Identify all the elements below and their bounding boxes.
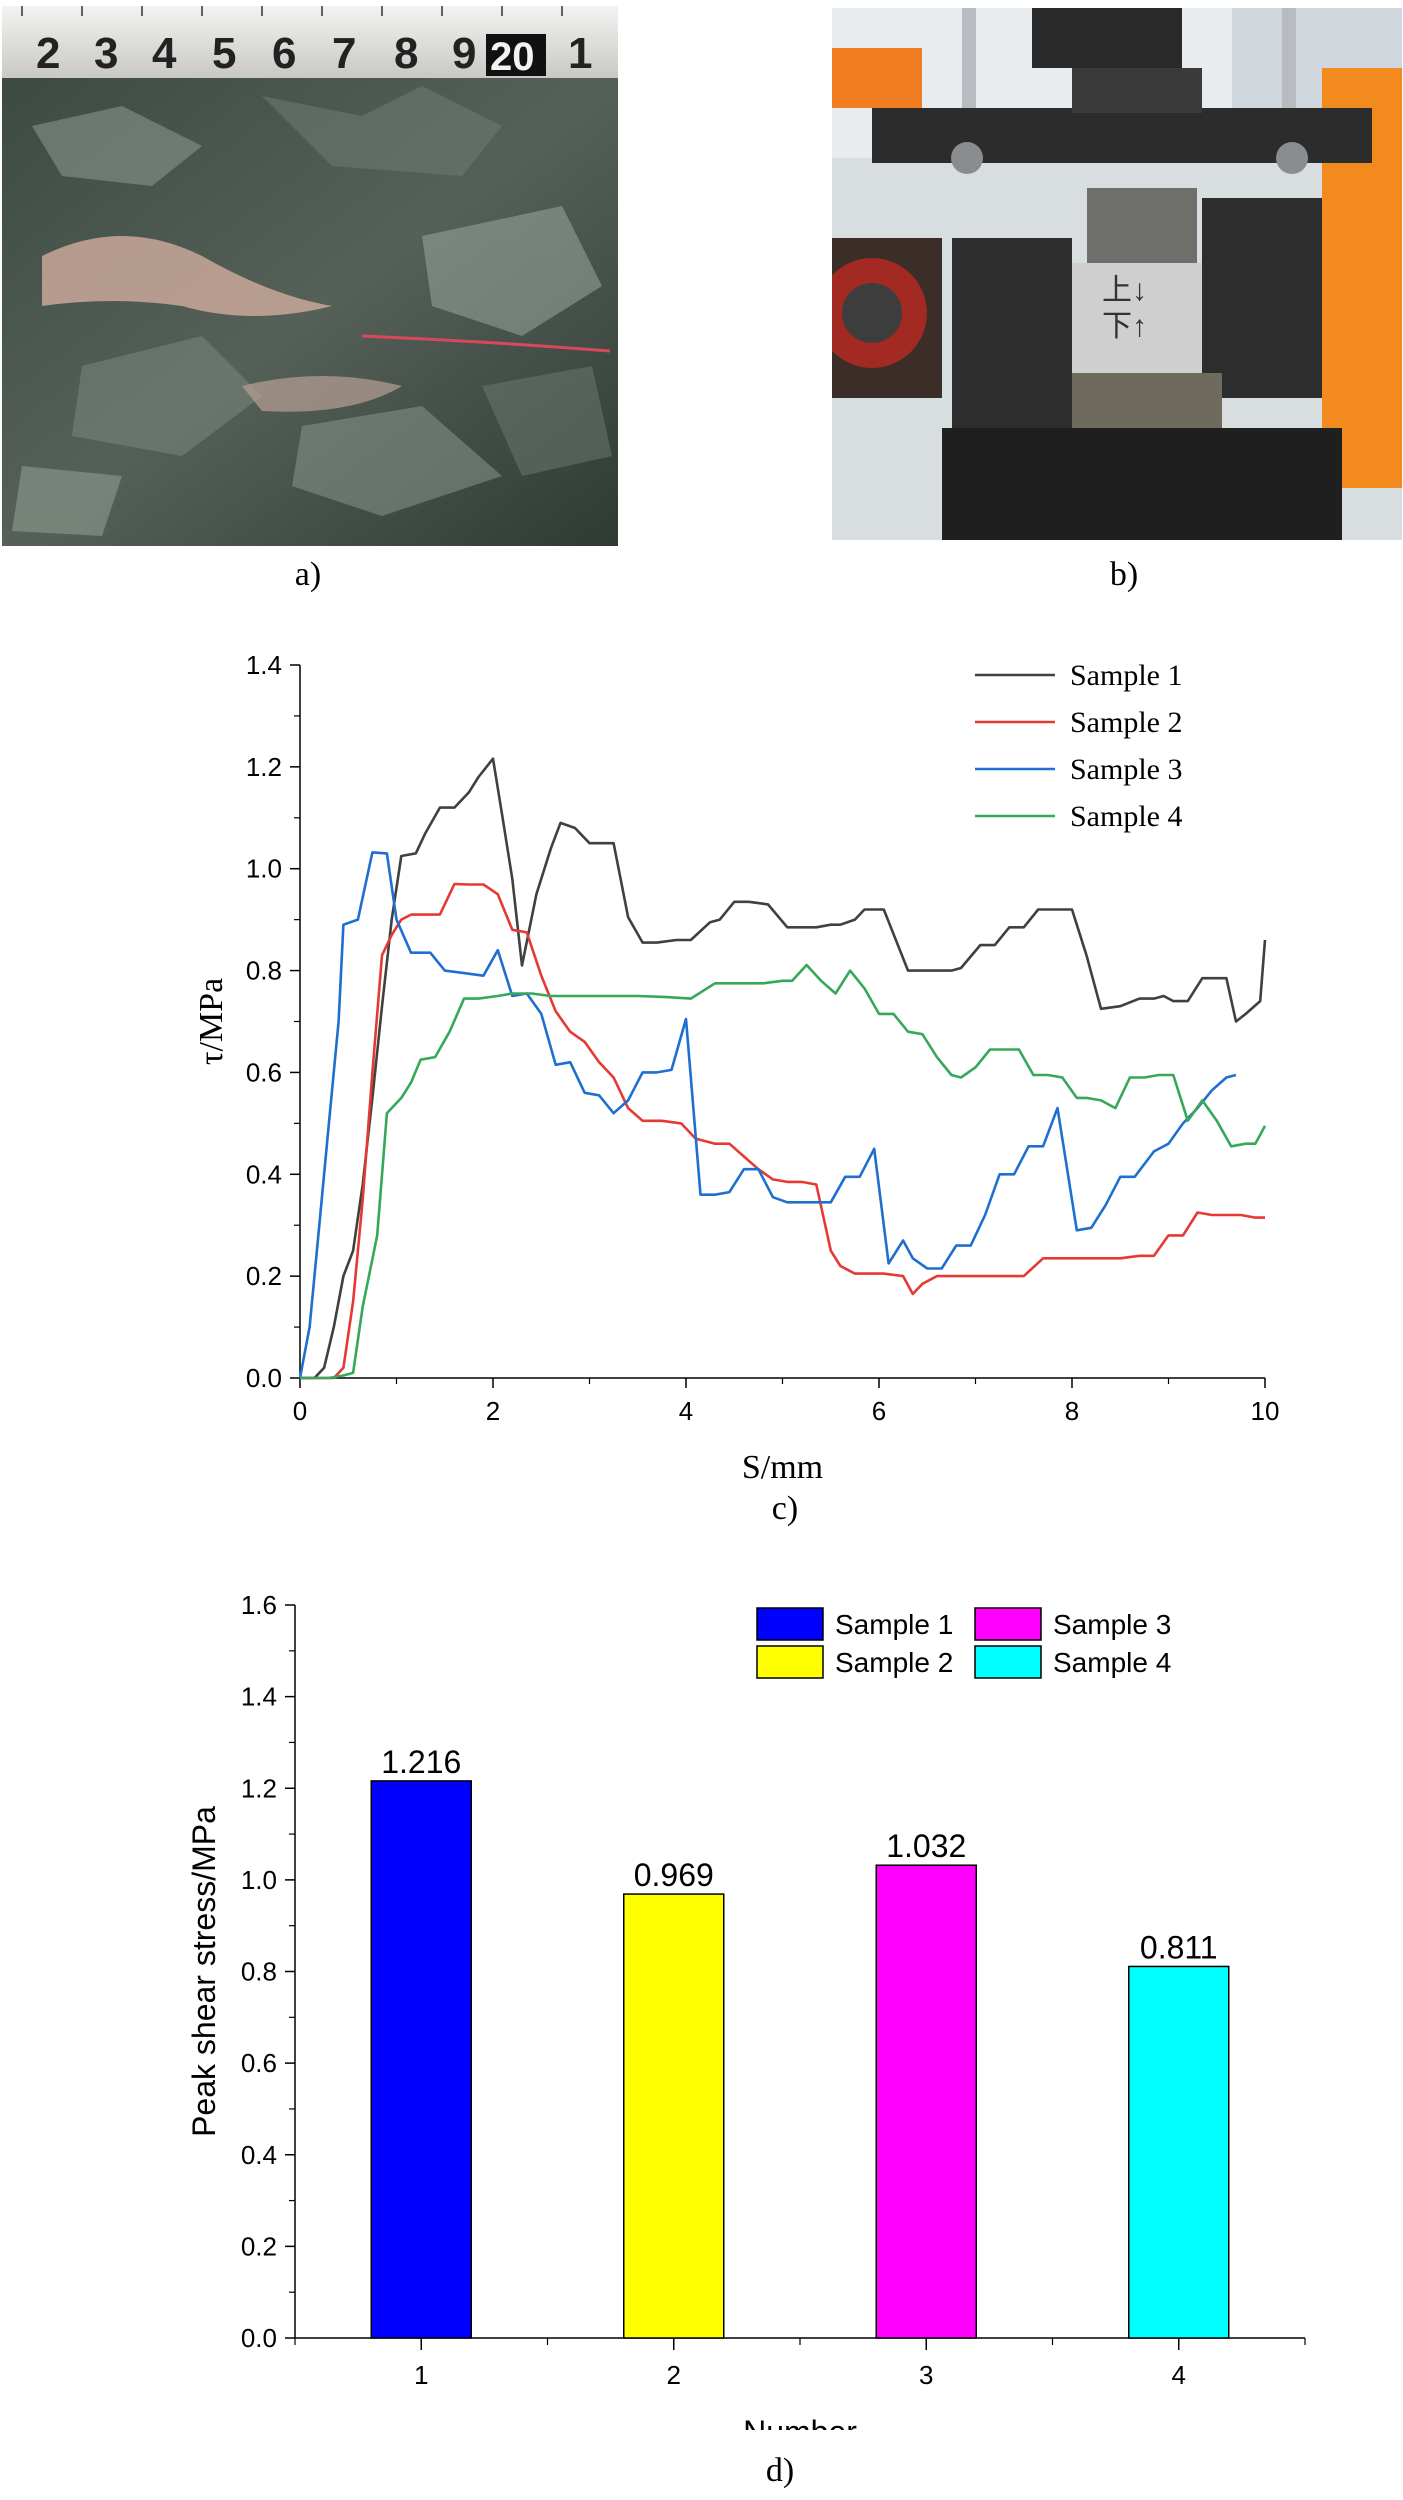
ruler-number: 20 — [490, 35, 535, 79]
bar-sample-4 — [1128, 1965, 1230, 2339]
ruler-number: 1 — [568, 29, 592, 78]
y-axis-label: Peak shear stress/MPa — [186, 1806, 222, 2137]
legend-label: Sample 3 — [1070, 753, 1183, 786]
y-tick-label: 0.0 — [241, 2323, 277, 2353]
x-tick-label: 6 — [872, 1396, 886, 1426]
chart-c-series — [298, 757, 1267, 1380]
bar-data-label: 0.811 — [1140, 1929, 1218, 1965]
series-line-sample-3 — [298, 851, 1237, 1379]
x-tick-label: 3 — [919, 2360, 933, 2390]
chart-c-legend: Sample 1 Sample 2 Sample 3 Sample 4 — [975, 659, 1183, 833]
shear-apparatus-image: 上↓ 下↑ — [817, 8, 1402, 540]
rock-specimen-image: 2 3 4 5 6 7 8 9 20 1 — [2, 6, 618, 546]
panel-c-caption: c) — [771, 1490, 799, 1527]
ruler-number: 9 — [452, 29, 476, 78]
ruler-number: 4 — [152, 29, 177, 78]
chart-d-axes: 0.0 0.2 0.4 0.6 0.8 1.0 1.2 1.4 1.6 1 2 3 4 — [241, 1590, 1306, 2390]
legend-label: Sample 2 — [1070, 706, 1183, 739]
y-tick-label: 0.2 — [246, 1261, 282, 1291]
legend-label: Sample 1 — [835, 1609, 953, 1640]
ruler-number: 3 — [94, 29, 118, 78]
series-line-sample-1 — [300, 757, 1267, 1380]
ruler-number: 8 — [394, 29, 418, 78]
ruler-number: 7 — [332, 29, 356, 78]
y-axis-label: τ/MPa — [193, 978, 230, 1065]
shear-apparatus-photo: 上↓ 下↑ — [817, 8, 1402, 540]
series-line-sample-2 — [300, 882, 1265, 1380]
specimen-label: 下↑ — [1102, 310, 1147, 343]
ruler-number: 6 — [272, 29, 296, 78]
x-tick-label: 10 — [1251, 1396, 1280, 1426]
chart-d-bars: 1.216 0.969 1.032 0.811 — [370, 1744, 1230, 2339]
y-tick-label: 1.0 — [246, 854, 282, 884]
legend-label: Sample 2 — [835, 1647, 953, 1678]
legend-label: Sample 4 — [1053, 1647, 1171, 1678]
x-tick-label: 0 — [293, 1396, 307, 1426]
ruler-number: 5 — [212, 29, 236, 78]
bar-data-label: 1.216 — [381, 1744, 461, 1780]
chart-c-axes: 0 2 4 6 8 10 0.0 0.2 0.4 0.6 0.8 1.0 1.2 1.4 — [246, 650, 1280, 1426]
y-tick-label: 1.4 — [241, 1682, 277, 1712]
x-axis-label: Number — [743, 2414, 857, 2430]
bar-sample-2 — [623, 1893, 725, 2339]
bar-data-label: 1.032 — [886, 1828, 966, 1864]
legend-label: Sample 4 — [1070, 800, 1183, 833]
panel-a-caption: a) — [294, 556, 322, 593]
legend-swatch — [974, 1645, 1042, 1679]
y-tick-label: 0.4 — [246, 1159, 282, 1189]
specimen-label: 上↓ — [1102, 274, 1147, 307]
y-tick-label: 1.6 — [241, 1590, 277, 1620]
y-tick-label: 1.2 — [241, 1773, 277, 1803]
bar-sample-1 — [370, 1780, 472, 2339]
y-tick-label: 0.4 — [241, 2140, 277, 2170]
y-tick-label: 1.2 — [246, 752, 282, 782]
chart-d-legend: Sample 1 Sample 2 Sample 3 Sample 4 — [756, 1607, 1171, 1679]
y-tick-label: 0.8 — [241, 1957, 277, 1987]
ruler-number: 2 — [36, 29, 60, 78]
legend-label: Sample 1 — [1070, 659, 1183, 692]
bar-data-label: 0.969 — [634, 1857, 714, 1893]
x-tick-label: 1 — [414, 2360, 428, 2390]
y-tick-label: 0.2 — [241, 2231, 277, 2261]
y-tick-label: 0.0 — [246, 1363, 282, 1393]
y-tick-label: 1.0 — [241, 1865, 277, 1895]
series-line-sample-4 — [300, 963, 1267, 1380]
x-tick-label: 4 — [1172, 2360, 1186, 2390]
rock-specimen-photo: 2 3 4 5 6 7 8 9 20 1 — [2, 6, 618, 546]
peak-shear-stress-chart: 0.0 0.2 0.4 0.6 0.8 1.0 1.2 1.4 1.6 1 2 3 4 1.216 0.9… — [186, 1590, 1306, 2430]
x-tick-label: 8 — [1065, 1396, 1079, 1426]
x-tick-label: 2 — [667, 2360, 681, 2390]
legend-swatch — [756, 1645, 824, 1679]
x-tick-label: 2 — [486, 1396, 500, 1426]
y-tick-label: 0.6 — [241, 2048, 277, 2078]
shear-stress-displacement-chart: 0 2 4 6 8 10 0.0 0.2 0.4 0.6 0.8 1.0 1.2 1.4 Sample 1… — [193, 650, 1280, 1486]
x-tick-label: 4 — [679, 1396, 693, 1426]
x-axis-label: S/mm — [742, 1449, 823, 1486]
legend-swatch — [974, 1607, 1042, 1641]
y-tick-label: 1.4 — [246, 650, 282, 680]
y-tick-label: 0.6 — [246, 1057, 282, 1087]
panel-b-caption: b) — [1109, 556, 1139, 593]
y-tick-label: 0.8 — [246, 956, 282, 986]
bar-sample-3 — [875, 1864, 977, 2339]
panel-d-caption: d) — [765, 2452, 795, 2489]
legend-label: Sample 3 — [1053, 1609, 1171, 1640]
legend-swatch — [756, 1607, 824, 1641]
